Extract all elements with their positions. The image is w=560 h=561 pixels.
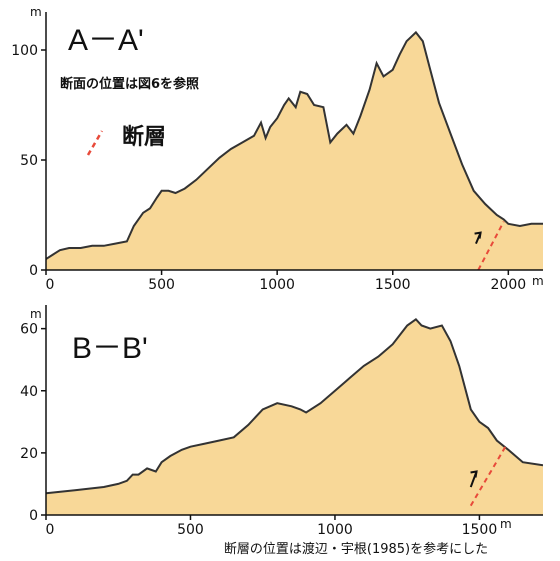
chart-a-x-tick-label: 1500 — [375, 277, 411, 293]
chart-b-fault-arrowhead — [470, 470, 478, 478]
chart-b-x-tick-label: 1000 — [317, 522, 353, 538]
chart-b-y-tick-label: 0 — [29, 508, 38, 524]
chart-a-y-unit: m — [30, 5, 42, 19]
chart-a-x-tick-label: 0 — [46, 277, 55, 293]
chart-a-x-tick-label: 1000 — [259, 277, 295, 293]
chart-b-title: B－B' — [72, 332, 148, 365]
chart-a-title: A－A' — [68, 24, 144, 57]
chart-b-fault-line — [469, 446, 507, 507]
chart-a-x-tick-label: 2000 — [491, 277, 527, 293]
chart-a-x-tick-label: 500 — [148, 277, 175, 293]
chart-b-terrain-line — [46, 317, 543, 495]
chart-b-y-tick-label: 20 — [20, 446, 38, 462]
chart-b: 0 500 1000 1500 0 20 40 60 B－B' m m — [20, 305, 543, 538]
chart-a-terrain-line — [46, 30, 543, 260]
legend-fault-line — [86, 130, 104, 156]
chart-a-x-unit: m — [532, 274, 544, 288]
chart-a-note: 断面の位置は図6を参照 — [60, 76, 199, 92]
chart-b-y-unit: m — [30, 307, 42, 321]
chart-b-y-tick-label: 40 — [20, 384, 38, 400]
chart-b-x-tick-label: 1500 — [462, 522, 498, 538]
chart-a-ticks: 0 500 1000 1500 2000 0 50 100 — [11, 43, 526, 293]
chart-b-x-tick-label: 0 — [46, 522, 55, 538]
chart-a-fault-line — [477, 221, 505, 270]
caption: 断層の位置は渡辺・宇根(1985)を参考にした — [224, 541, 488, 557]
chart-b-x-tick-label: 500 — [177, 522, 204, 538]
chart-b-x-unit: m — [500, 517, 512, 531]
chart-a-terrain-fill — [46, 32, 543, 270]
legend-fault-label: 断層 — [122, 124, 166, 150]
chart-a-y-tick-label: 50 — [20, 153, 38, 169]
chart-a-fault-arrowhead — [474, 231, 482, 239]
chart-b-terrain-fill — [46, 319, 543, 515]
chart-b-ticks: 0 500 1000 1500 0 20 40 60 — [20, 322, 497, 538]
chart-b-y-tick-label: 60 — [20, 322, 38, 338]
chart-a-y-tick-label: 100 — [11, 43, 38, 59]
chart-a-y-tick-label: 0 — [29, 263, 38, 279]
